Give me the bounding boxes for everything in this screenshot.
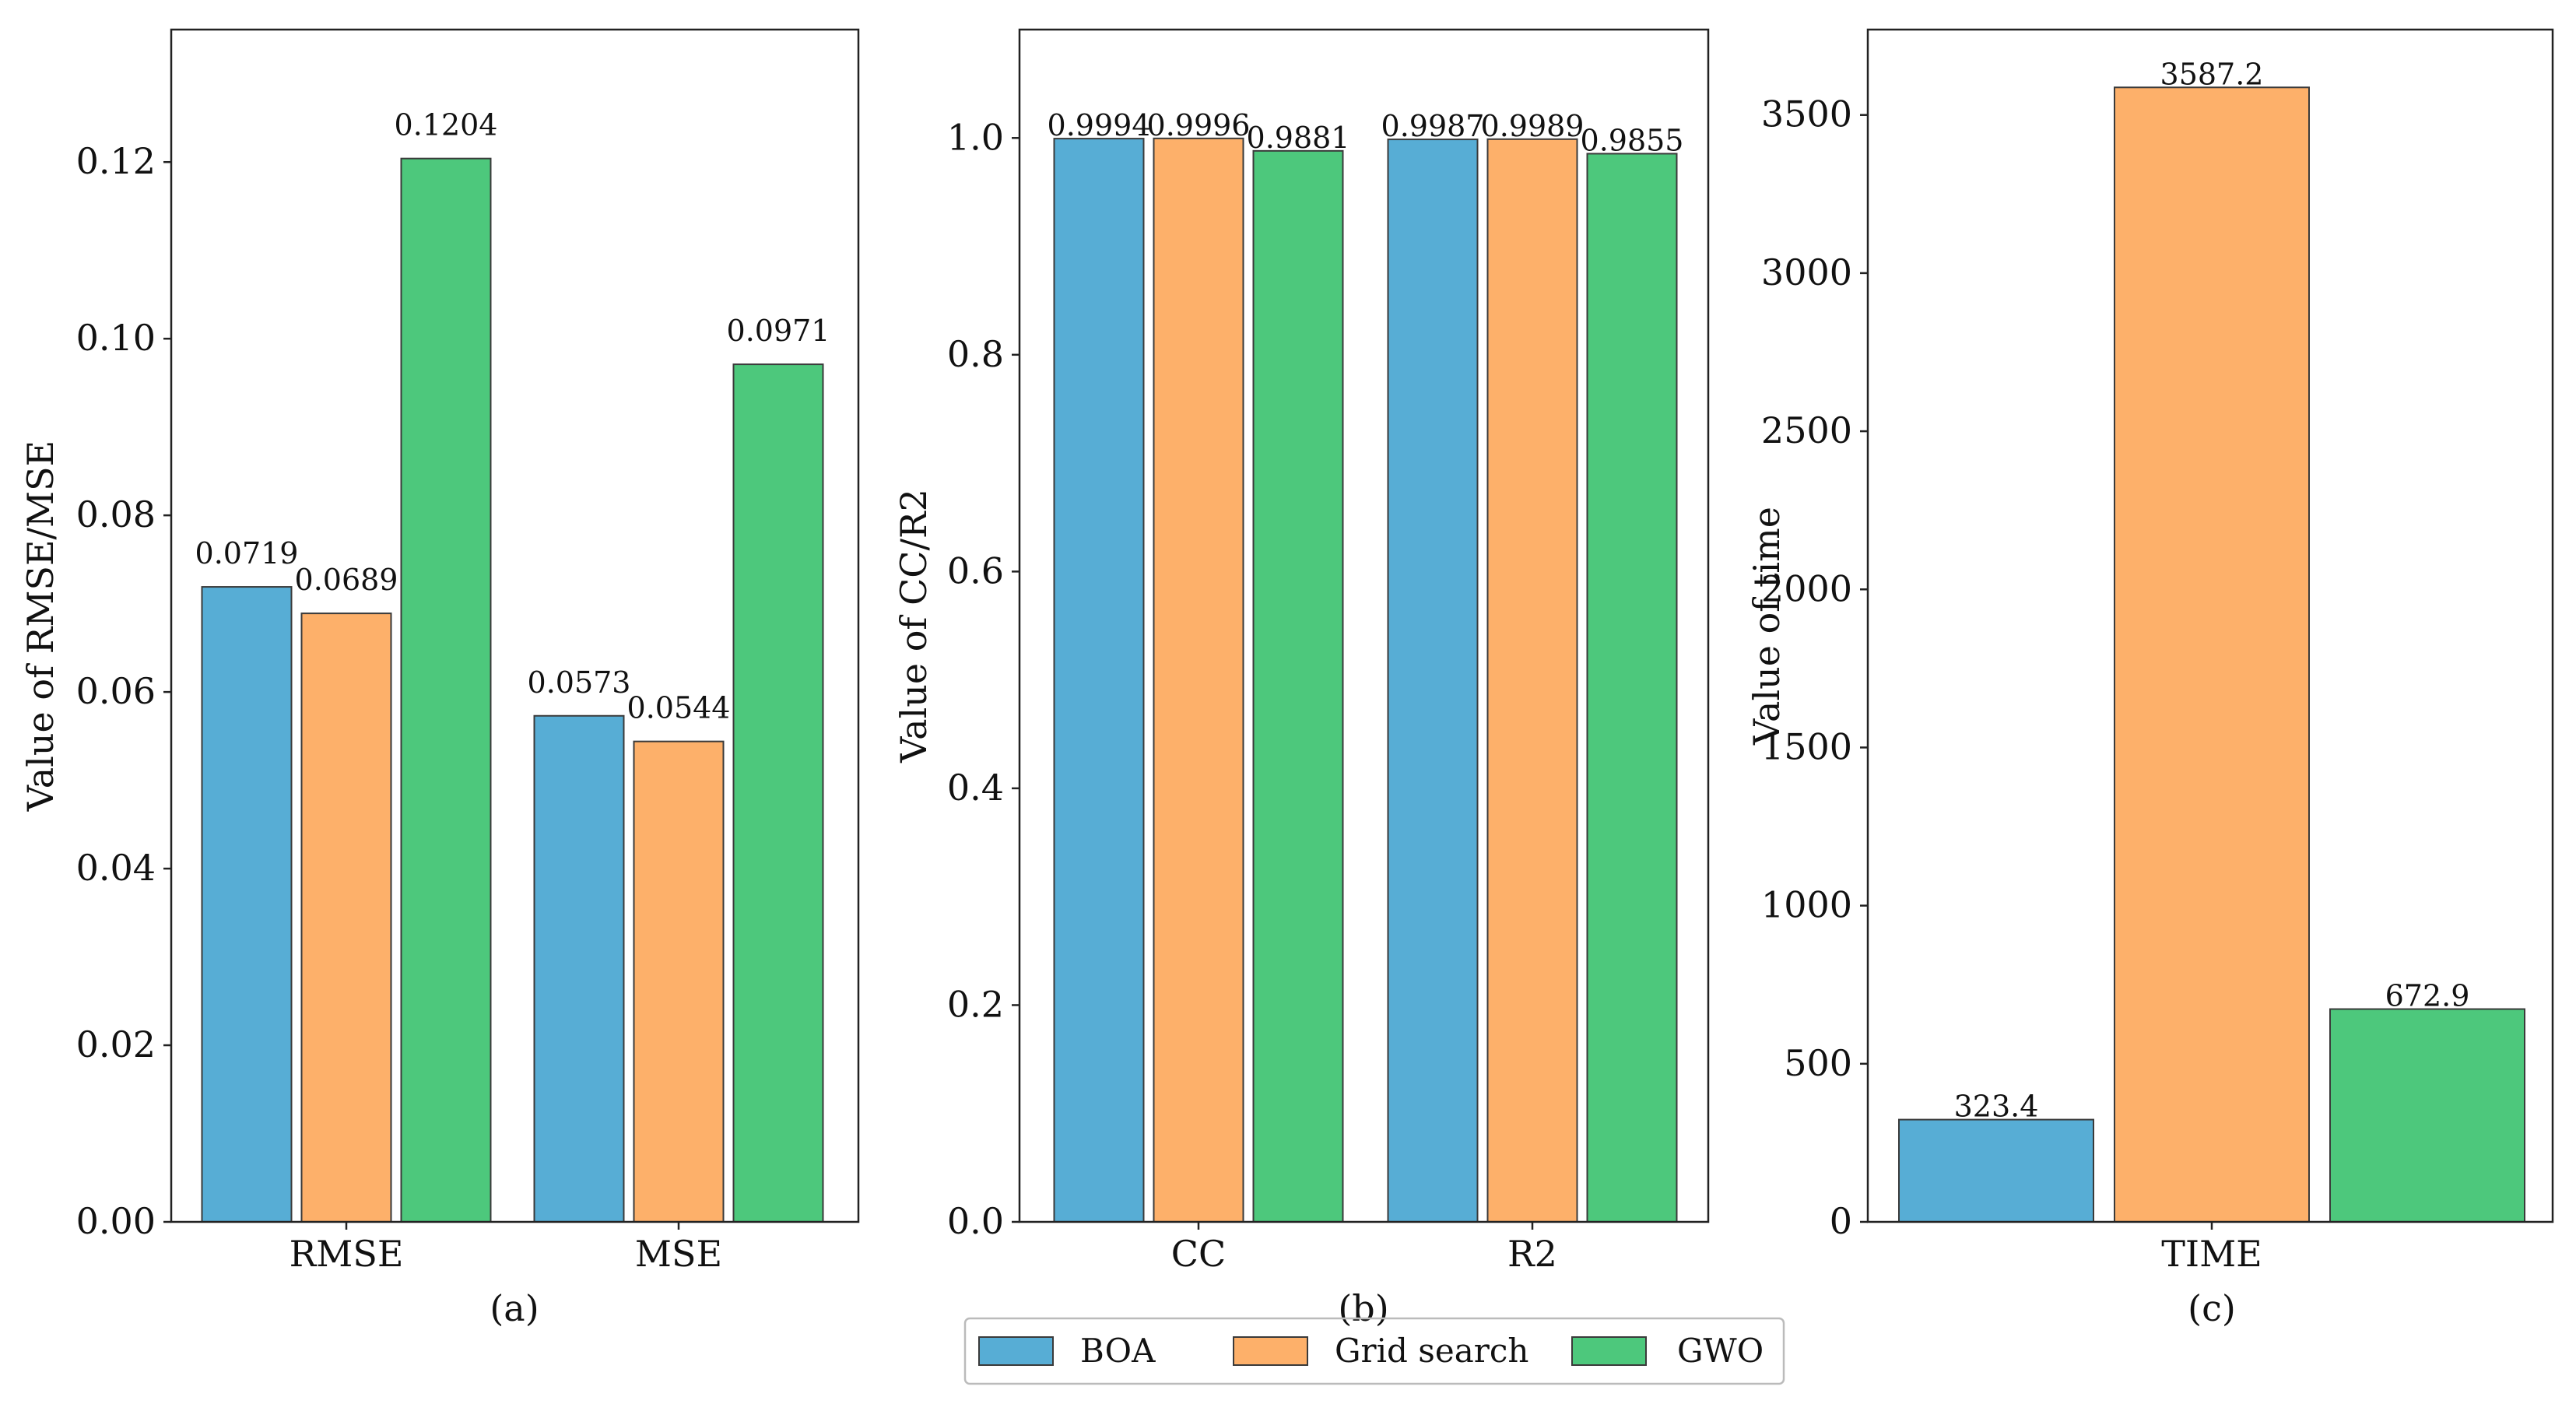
y-axis-label: Value of RMSE/MSE [19,441,61,812]
bar-mse-gwo [732,363,824,1223]
y-axis-label: Value of time [1746,507,1788,746]
x-tick-label-time: TIME [2161,1233,2262,1275]
y-axis-label: Value of CC/R2 [893,489,935,763]
data-label-mse-gwo: 0.0971 [727,314,830,348]
y-tick-label: 0.04 [76,847,156,889]
x-tick-label-rmse: RMSE [290,1233,404,1275]
data-label-time-boa: 323.4 [1954,1090,2039,1124]
bar-rmse-boa [201,586,293,1223]
y-tick-label: 0.02 [76,1023,156,1065]
y-tick-label: 3000 [1761,251,1852,293]
data-label-time-grid-search: 3587.2 [2160,57,2264,91]
data-label-cc-grid-search: 0.9996 [1147,108,1251,142]
data-label-r2-boa: 0.9987 [1381,109,1485,143]
y-tick-label: 0.8 [947,333,1004,375]
y-tick-label: 1.0 [947,116,1004,158]
y-tick-label: 0.0 [947,1200,1004,1242]
x-tick-label-r2: R2 [1507,1233,1557,1275]
legend: BOA Grid search GWO [963,1317,1785,1385]
legend-label-gwo: GWO [1677,1332,1764,1370]
y-tick-label: 0.00 [76,1200,156,1242]
bar-time-grid-search [2114,86,2310,1223]
bar-rmse-gwo [400,157,492,1223]
panel-label: (a) [490,1287,539,1329]
y-tick-label: 1000 [1761,884,1852,926]
bar-r2-boa [1387,139,1479,1223]
bar-rmse-grid-search [300,612,392,1223]
data-label-rmse-boa: 0.0719 [195,536,299,570]
plot-frame [170,28,860,1223]
legend-swatch-grid-search [1233,1336,1308,1366]
legend-swatch-boa [978,1336,1054,1366]
data-label-mse-grid-search: 0.0544 [627,691,731,725]
bar-mse-grid-search [633,740,725,1223]
x-tick-label-cc: CC [1171,1233,1226,1275]
y-tick-label: 3500 [1761,93,1852,135]
legend-frame [963,1317,1785,1385]
plot-frame [1018,28,1710,1223]
bar-r2-grid-search [1486,138,1578,1223]
bar-time-gwo [2329,1008,2525,1223]
bar-r2-gwo [1586,153,1678,1223]
data-label-mse-boa: 0.0573 [528,665,631,700]
y-tick-label: 0.6 [947,549,1004,591]
y-tick-label: 1500 [1761,725,1852,767]
y-tick-label: 2000 [1761,567,1852,609]
data-label-cc-gwo: 0.9881 [1247,121,1350,155]
y-tick-label: 0.2 [947,983,1004,1025]
bar-time-boa [1898,1118,2094,1223]
y-tick-label: 500 [1784,1042,1852,1084]
y-tick-label: 0.08 [76,493,156,535]
data-label-time-gwo: 672.9 [2385,979,2470,1013]
y-tick-label: 2500 [1761,409,1852,451]
panel-label: (c) [2188,1287,2236,1329]
y-tick-label: 0.12 [76,140,156,182]
legend-label-boa: BOA [1080,1332,1156,1370]
data-label-r2-grid-search: 0.9989 [1481,109,1585,143]
panel-c: 323.4 3587.2 672.9 TIME 0 500 1000 1500 2000 2500… [1746,28,2554,1329]
panel-label: (b) [1338,1287,1388,1329]
plot-frame [1866,28,2554,1223]
bar-cc-gwo [1252,149,1344,1223]
data-label-cc-boa: 0.9994 [1048,108,1151,142]
y-tick-label: 0 [1830,1200,1852,1242]
y-tick-label: 0.4 [947,767,1004,809]
x-tick-label-mse: MSE [635,1233,722,1275]
y-tick-label: 0.06 [76,670,156,712]
y-tick-label: 0.10 [76,317,156,359]
bar-mse-boa [533,714,625,1223]
legend-swatch-gwo [1571,1336,1647,1366]
bar-cc-boa [1053,138,1145,1223]
legend-label-grid-search: Grid search [1335,1332,1528,1370]
data-label-rmse-gwo: 0.1204 [395,108,498,142]
bar-cc-grid-search [1153,137,1244,1223]
data-label-r2-gwo: 0.9855 [1581,123,1684,157]
data-label-rmse-grid-search: 0.0689 [295,563,398,597]
